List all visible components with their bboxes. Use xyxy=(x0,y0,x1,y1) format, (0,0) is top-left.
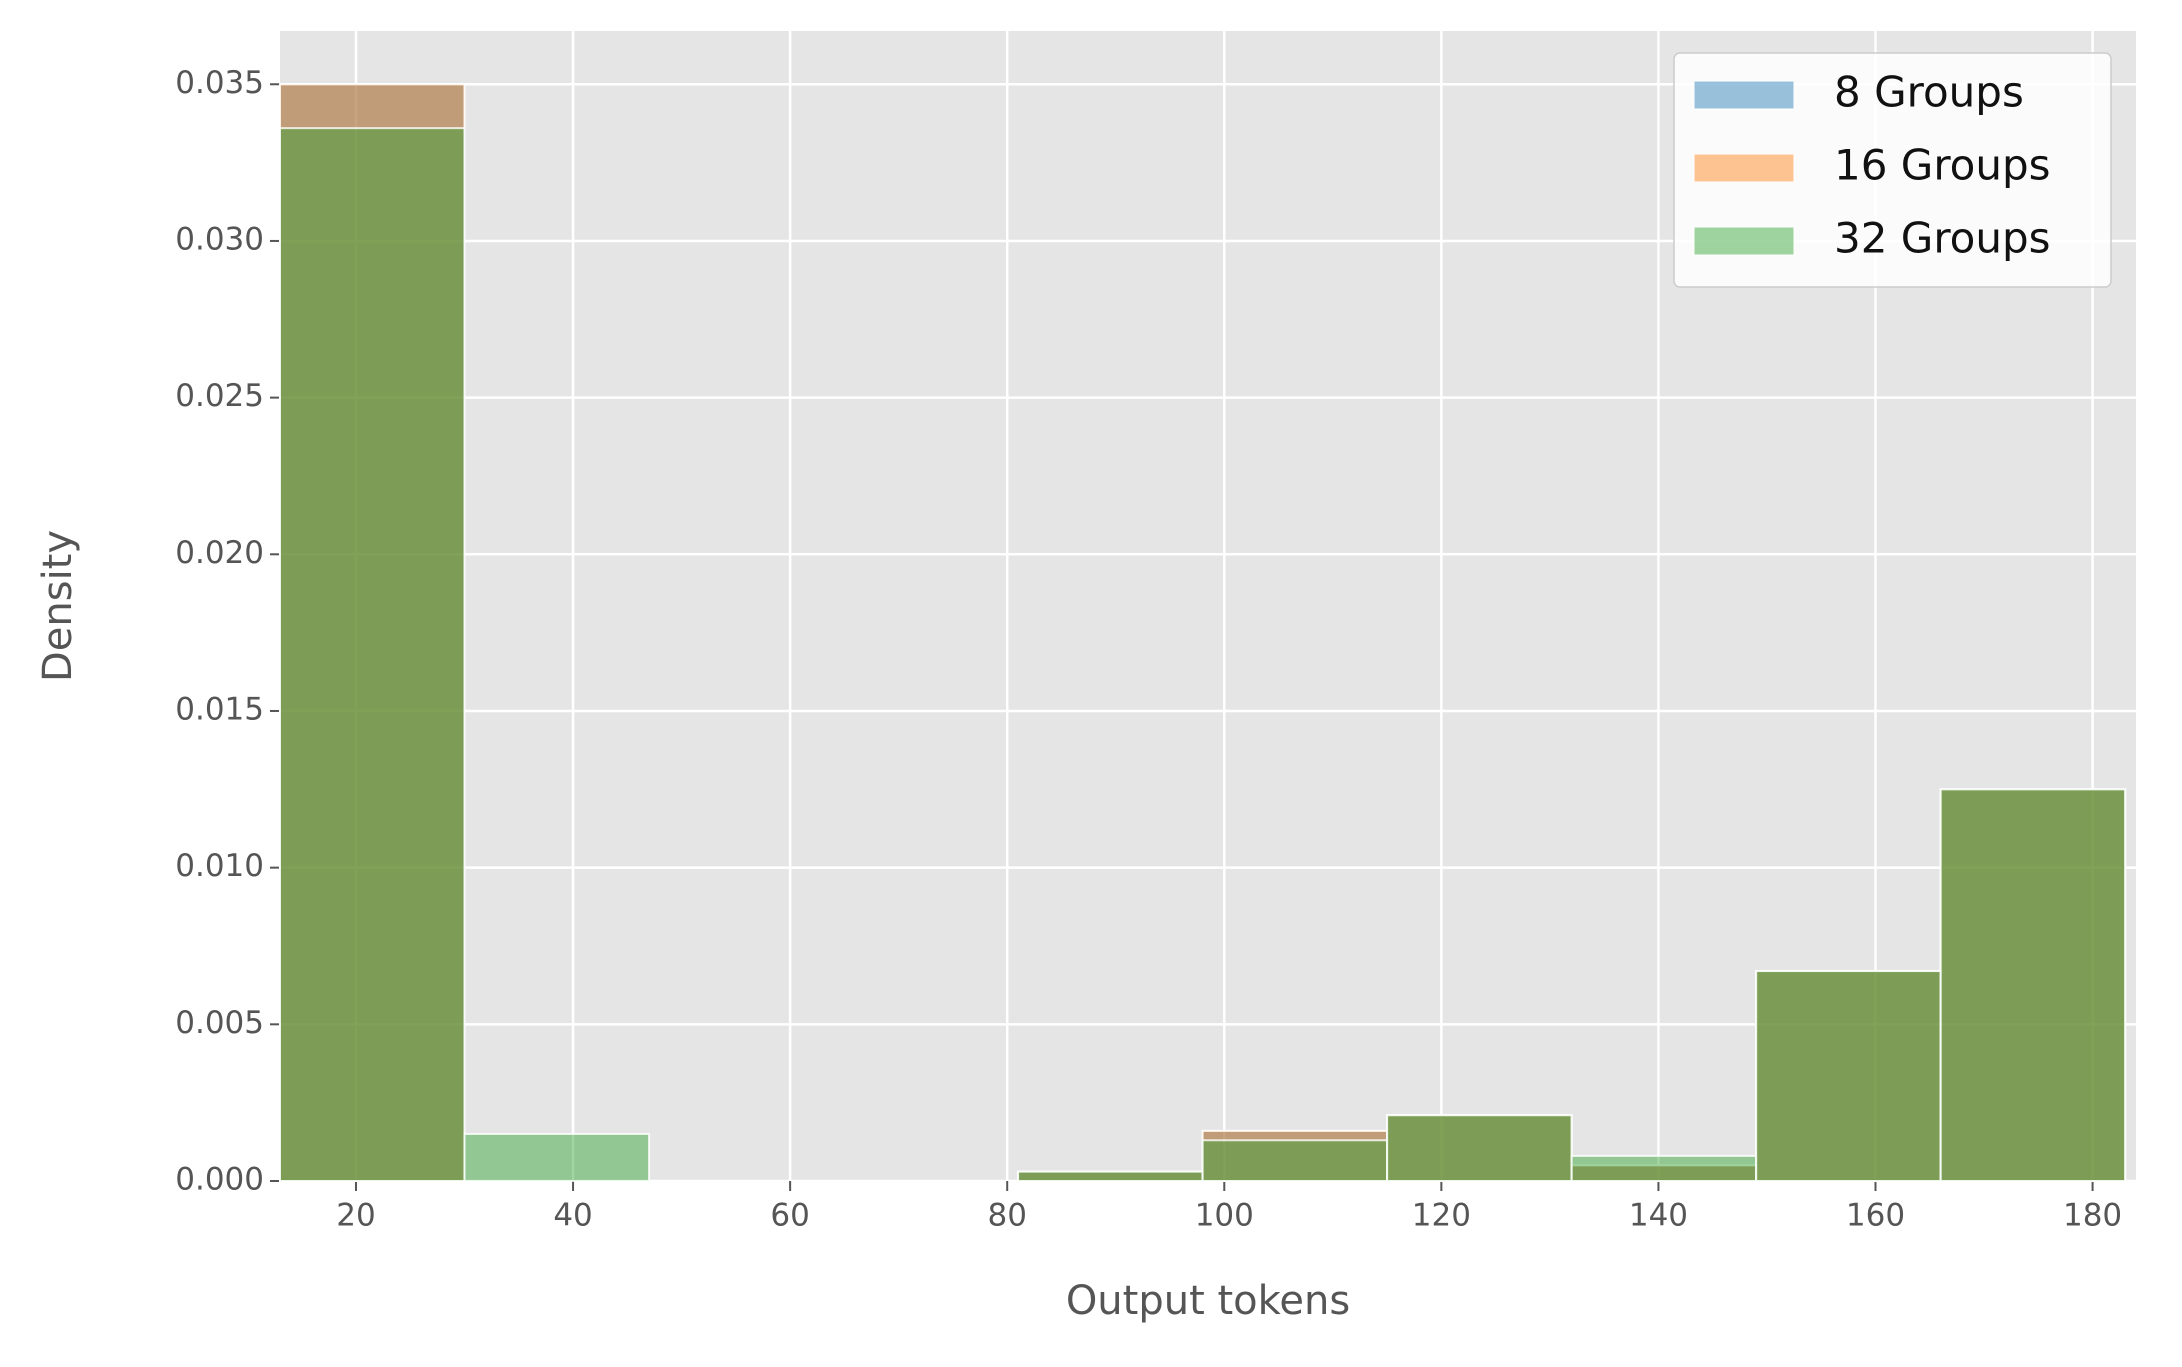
legend-label: 16 Groups xyxy=(1834,141,2051,190)
legend-swatch xyxy=(1693,226,1795,256)
x-axis-label: Output tokens xyxy=(1066,1278,1350,1324)
bar xyxy=(279,83,466,1182)
bar xyxy=(1939,788,2127,1182)
bar xyxy=(1201,1139,1389,1182)
x-tick-label: 60 xyxy=(770,1198,809,1234)
x-tick-label: 180 xyxy=(2063,1198,2122,1234)
x-tick-label: 140 xyxy=(1629,1198,1688,1234)
bar xyxy=(279,127,466,1183)
y-tick-label: 0.000 xyxy=(175,1162,264,1198)
legend-swatch xyxy=(1693,153,1795,183)
x-tick-label: 100 xyxy=(1195,1198,1254,1234)
x-tick-label: 160 xyxy=(1846,1198,1905,1234)
x-tick-label: 80 xyxy=(987,1198,1026,1234)
bar xyxy=(279,83,466,1182)
y-tick-label: 0.010 xyxy=(175,848,264,884)
legend: 8 Groups 16 Groups 32 Groups xyxy=(1673,52,2112,288)
y-tick-label: 0.015 xyxy=(175,691,264,727)
y-tick-label: 0.035 xyxy=(175,65,264,101)
bar xyxy=(1570,1154,1758,1183)
y-tick-label: 0.025 xyxy=(175,378,264,414)
y-tick-label: 0.005 xyxy=(175,1005,264,1041)
x-tick-label: 40 xyxy=(553,1198,592,1234)
y-tick-label: 0.030 xyxy=(175,221,264,257)
bar xyxy=(1755,970,1942,1183)
y-tick-label: 0.020 xyxy=(175,535,264,571)
legend-box xyxy=(1673,52,2112,288)
x-tick-label: 20 xyxy=(336,1198,375,1234)
legend-label: 8 Groups xyxy=(1834,68,2024,117)
x-tick-label: 120 xyxy=(1412,1198,1471,1234)
bar xyxy=(1939,788,2127,1182)
bar xyxy=(1017,1170,1204,1183)
bar xyxy=(463,1132,651,1183)
bar xyxy=(1939,788,2127,1182)
y-axis-label: Density xyxy=(35,530,81,682)
legend-swatch xyxy=(1693,80,1795,110)
legend-label: 32 Groups xyxy=(1834,214,2051,263)
bar xyxy=(1386,1114,1573,1182)
bar xyxy=(1755,970,1942,1183)
bar xyxy=(1755,970,1942,1183)
